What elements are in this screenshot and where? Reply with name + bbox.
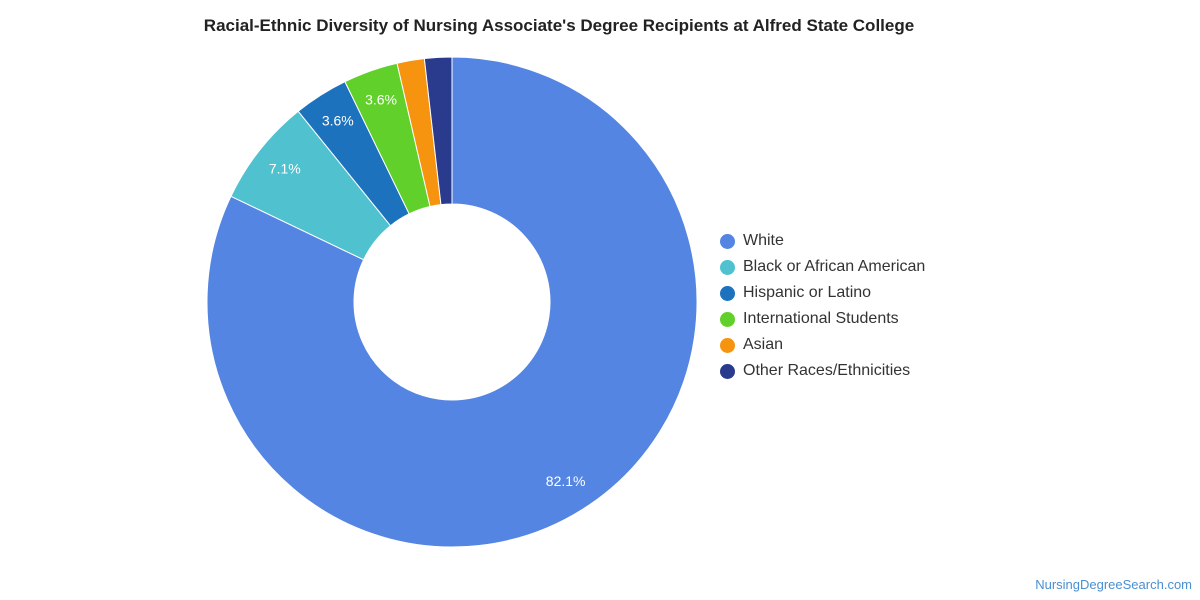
data-label-international-students: 3.6% — [365, 92, 397, 108]
chart-title: Racial-Ethnic Diversity of Nursing Assoc… — [203, 16, 915, 35]
data-label-white: 82.1% — [546, 473, 586, 489]
data-label-hispanic-or-latino: 3.6% — [322, 113, 354, 129]
source-credit[interactable]: NursingDegreeSearch.com — [1035, 577, 1192, 592]
chart-legend: White Black or African American Hispanic o… — [720, 228, 925, 384]
legend-label: International Students — [743, 310, 899, 327]
legend-swatch-icon — [720, 311, 735, 327]
legend-item-black-or-african-american[interactable]: Black or African American — [720, 254, 925, 280]
legend-item-other-races-ethnicities[interactable]: Other Races/Ethnicities — [720, 358, 925, 384]
legend-item-international-students[interactable]: International Students — [720, 306, 925, 332]
legend-label: Hispanic or Latino — [743, 284, 872, 301]
legend-label: White — [743, 232, 784, 249]
data-label-black-or-african-american: 7.1% — [269, 160, 301, 176]
legend-item-white[interactable]: White — [720, 228, 925, 254]
legend-swatch-icon — [720, 337, 735, 353]
slice-other-races-ethnicities[interactable] — [423, 56, 453, 206]
legend-swatch-icon — [720, 259, 735, 275]
legend-label: Asian — [743, 336, 784, 353]
legend-swatch-icon — [720, 233, 735, 249]
legend-item-hispanic-or-latino[interactable]: Hispanic or Latino — [720, 280, 925, 306]
slice-white[interactable] — [206, 56, 698, 548]
legend-swatch-icon — [720, 285, 735, 301]
legend-swatch-icon — [720, 363, 735, 379]
legend-item-asian[interactable]: Asian — [720, 332, 925, 358]
legend-label: Black or African American — [743, 258, 926, 275]
legend-label: Other Races/Ethnicities — [743, 362, 911, 379]
